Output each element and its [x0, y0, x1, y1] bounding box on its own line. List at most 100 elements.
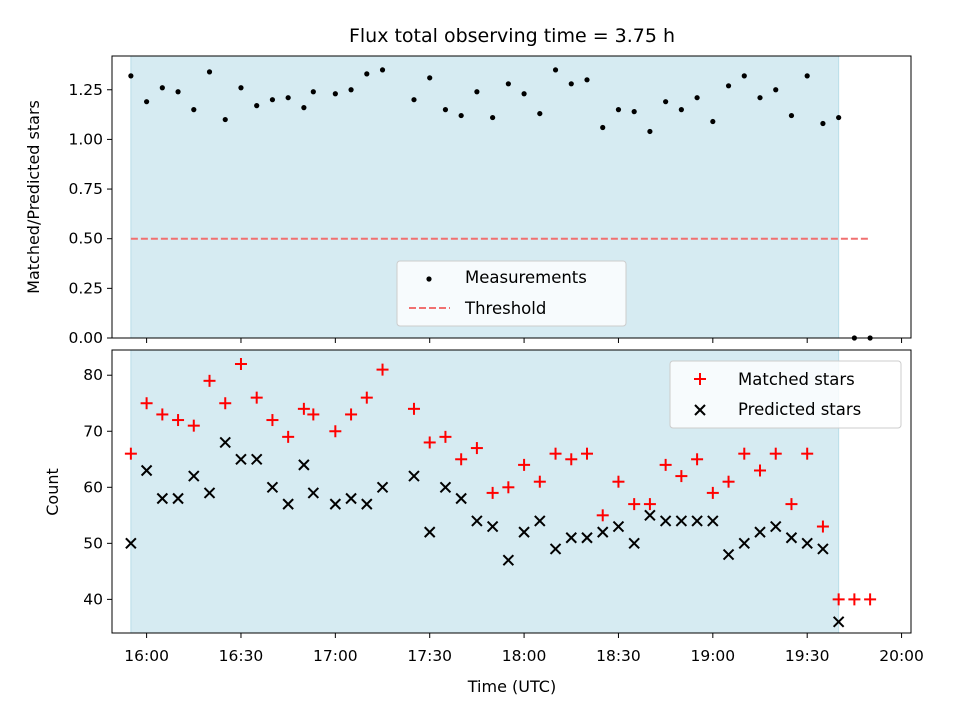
bottom-panel: 40 50 60 70 80 16:00 16:30 17:00 17:30 18:00 18:3…: [43, 349, 924, 696]
predicted-point: [471, 515, 483, 527]
measurement-point: [537, 110, 543, 117]
matched-point: [345, 408, 358, 421]
predicted-point: [140, 464, 153, 477]
predicted-point: [235, 453, 247, 465]
y-tick-label: 0.75: [68, 180, 103, 198]
measurement-point: [427, 75, 433, 81]
legend-matched-label: Matched stars: [738, 370, 855, 389]
legend-measurements-marker: [426, 276, 432, 282]
legend-threshold-label: Threshold: [464, 299, 546, 318]
bottom-y-axis-label: Count: [43, 468, 62, 516]
top-legend: Measurements Threshold: [396, 260, 627, 327]
measurement-point: [521, 91, 527, 97]
predicted-point: [188, 470, 200, 482]
matched-point: [172, 414, 185, 427]
matched-point: [423, 436, 436, 449]
measurement-point: [725, 83, 732, 89]
predicted-point: [785, 532, 798, 544]
matched-point: [754, 464, 767, 477]
matched-point: [691, 453, 704, 466]
matched-point: [628, 498, 641, 511]
measurement-point: [757, 95, 763, 101]
predicted-point: [455, 492, 467, 505]
matched-point: [706, 486, 719, 499]
matched-point: [439, 430, 452, 443]
predicted-point: [691, 515, 703, 527]
predicted-point: [156, 492, 169, 505]
measurement-point: [647, 128, 653, 135]
matched-point: [533, 475, 546, 488]
top-legend-box: [396, 260, 627, 327]
measurement-point: [128, 73, 134, 79]
predicted-point: [770, 520, 782, 533]
x-tick-label: 20:00: [879, 647, 924, 665]
predicted-point: [502, 554, 515, 566]
y-tick-label: 50: [83, 534, 103, 552]
predicted-point: [801, 537, 813, 550]
matched-point: [376, 363, 389, 376]
predicted-point: [534, 515, 546, 527]
measurement-point: [631, 109, 637, 115]
measurement-point: [678, 107, 684, 113]
top-y-axis-label: Matched/Predicted stars: [24, 100, 43, 294]
y-tick-label: 1.00: [68, 130, 103, 148]
predicted-point: [675, 515, 688, 527]
measurement-point: [458, 112, 464, 119]
predicted-point: [266, 481, 279, 494]
measurement-point: [222, 116, 228, 123]
measurement-point: [568, 81, 574, 87]
matched-point: [156, 408, 169, 421]
matched-point: [266, 414, 279, 427]
bottom-panel-frame: [111, 349, 912, 634]
measurement-point: [411, 97, 417, 103]
predicted-point: [754, 526, 766, 538]
matched-point: [140, 397, 153, 410]
legend-predicted-label: Predicted stars: [738, 400, 861, 419]
measurement-point: [442, 107, 449, 113]
predicted-point: [250, 453, 263, 465]
matched-point: [769, 447, 782, 460]
measurement-point: [773, 87, 779, 93]
x-tick-label: 16:30: [219, 647, 264, 665]
matched-point: [848, 593, 861, 606]
matched-point: [549, 447, 562, 460]
predicted-point: [439, 481, 452, 494]
y-tick-label: 40: [83, 590, 103, 608]
x-tick-label: 19:30: [785, 647, 830, 665]
y-tick-label: 60: [83, 478, 103, 496]
matched-point: [307, 408, 320, 421]
top-panel-frame: [111, 55, 912, 339]
measurement-point: [820, 120, 826, 127]
matched-point: [250, 391, 263, 404]
measurement-point: [310, 89, 316, 95]
measurement-point: [159, 85, 165, 91]
bottom-legend: Matched stars Predicted stars: [669, 360, 902, 429]
matched-point: [502, 481, 515, 494]
matched-point: [407, 402, 420, 415]
predicted-point: [659, 515, 672, 527]
x-tick-label: 16:00: [124, 647, 169, 665]
measurement-point: [285, 95, 291, 101]
chart-title: Flux total observing time = 3.75 h: [349, 25, 675, 47]
measurement-point: [301, 105, 307, 111]
y-tick-label: 80: [83, 366, 103, 384]
matched-point: [832, 593, 845, 606]
measurement-point: [552, 67, 559, 73]
predicted-point: [628, 537, 640, 550]
y-tick-label: 0.00: [68, 329, 103, 347]
measurement-point: [269, 97, 276, 103]
top-panel: 0.00 0.25 0.50 0.75 1.00 1.25 Matched/Predict…: [24, 55, 912, 347]
matched-point: [659, 458, 672, 471]
predicted-point: [125, 537, 137, 550]
y-tick-label: 1.25: [68, 81, 103, 99]
measurement-point: [474, 89, 480, 95]
matched-point: [282, 430, 295, 443]
y-tick-label: 0.50: [68, 230, 103, 248]
predicted-point: [518, 526, 530, 538]
matched-point: [801, 447, 814, 460]
matched-point: [360, 391, 373, 404]
x-tick-label: 18:30: [596, 647, 641, 665]
bottom-legend-box: [669, 360, 902, 429]
matched-point: [329, 425, 342, 438]
